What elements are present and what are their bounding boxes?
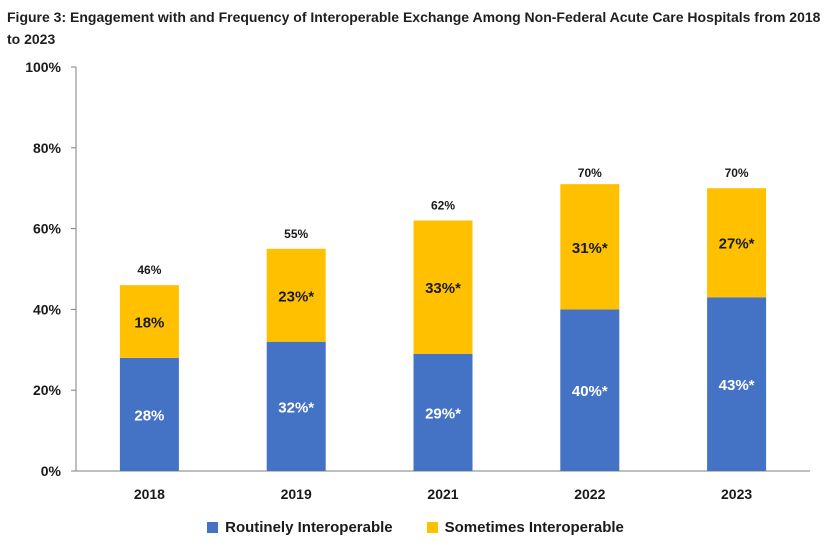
bar-sometimes (707, 188, 767, 298)
x-tick-label: 2021 (427, 486, 458, 502)
legend: Routinely Interoperable Sometimes Intero… (0, 519, 831, 536)
x-tick-label: 2018 (134, 486, 165, 502)
data-label-routinely: 32%* (278, 399, 314, 416)
total-label: 55% (284, 227, 308, 241)
legend-swatch-sometimes (426, 522, 438, 533)
data-label-sometimes: 23%* (278, 288, 314, 305)
bar-routinely (266, 341, 326, 471)
x-tick-label: 2023 (721, 486, 752, 502)
data-label-sometimes: 18% (134, 315, 164, 332)
data-label-routinely: 40%* (572, 383, 608, 400)
y-tick-label: 20% (33, 382, 62, 398)
data-label-routinely: 29%* (425, 405, 461, 422)
total-label: 46% (137, 263, 161, 277)
legend-item-sometimes: Sometimes Interoperable (426, 519, 624, 536)
data-label-sometimes: 27%* (719, 236, 755, 253)
bar-sometimes (119, 285, 179, 358)
y-tick-label: 40% (33, 301, 62, 317)
legend-label-routinely: Routinely Interoperable (225, 519, 393, 536)
bar-routinely (707, 297, 767, 471)
bar-sometimes (413, 220, 473, 354)
total-label: 70% (578, 166, 602, 180)
y-tick-label: 80% (33, 140, 62, 156)
legend-swatch-routinely (207, 522, 219, 533)
y-tick-label: 0% (41, 463, 62, 479)
data-label-routinely: 28% (134, 407, 164, 424)
legend-item-routinely: Routinely Interoperable (207, 519, 393, 536)
bar-sometimes (560, 184, 620, 310)
x-tick-label: 2019 (281, 486, 312, 502)
bar-routinely (413, 353, 473, 471)
x-tick-label: 2022 (574, 486, 605, 502)
data-label-sometimes: 31%* (572, 240, 608, 257)
chart-title: Figure 3: Engagement with and Frequency … (7, 9, 821, 47)
total-label: 62% (431, 199, 455, 213)
data-label-sometimes: 33%* (425, 280, 461, 297)
bar-routinely (119, 357, 179, 471)
y-tick-label: 100% (25, 59, 61, 75)
bar-sometimes (266, 248, 326, 342)
y-tick-label: 60% (33, 221, 62, 237)
legend-label-sometimes: Sometimes Interoperable (444, 519, 624, 536)
bar-routinely (560, 309, 620, 471)
data-label-routinely: 43%* (719, 377, 755, 394)
total-label: 70% (725, 166, 749, 180)
